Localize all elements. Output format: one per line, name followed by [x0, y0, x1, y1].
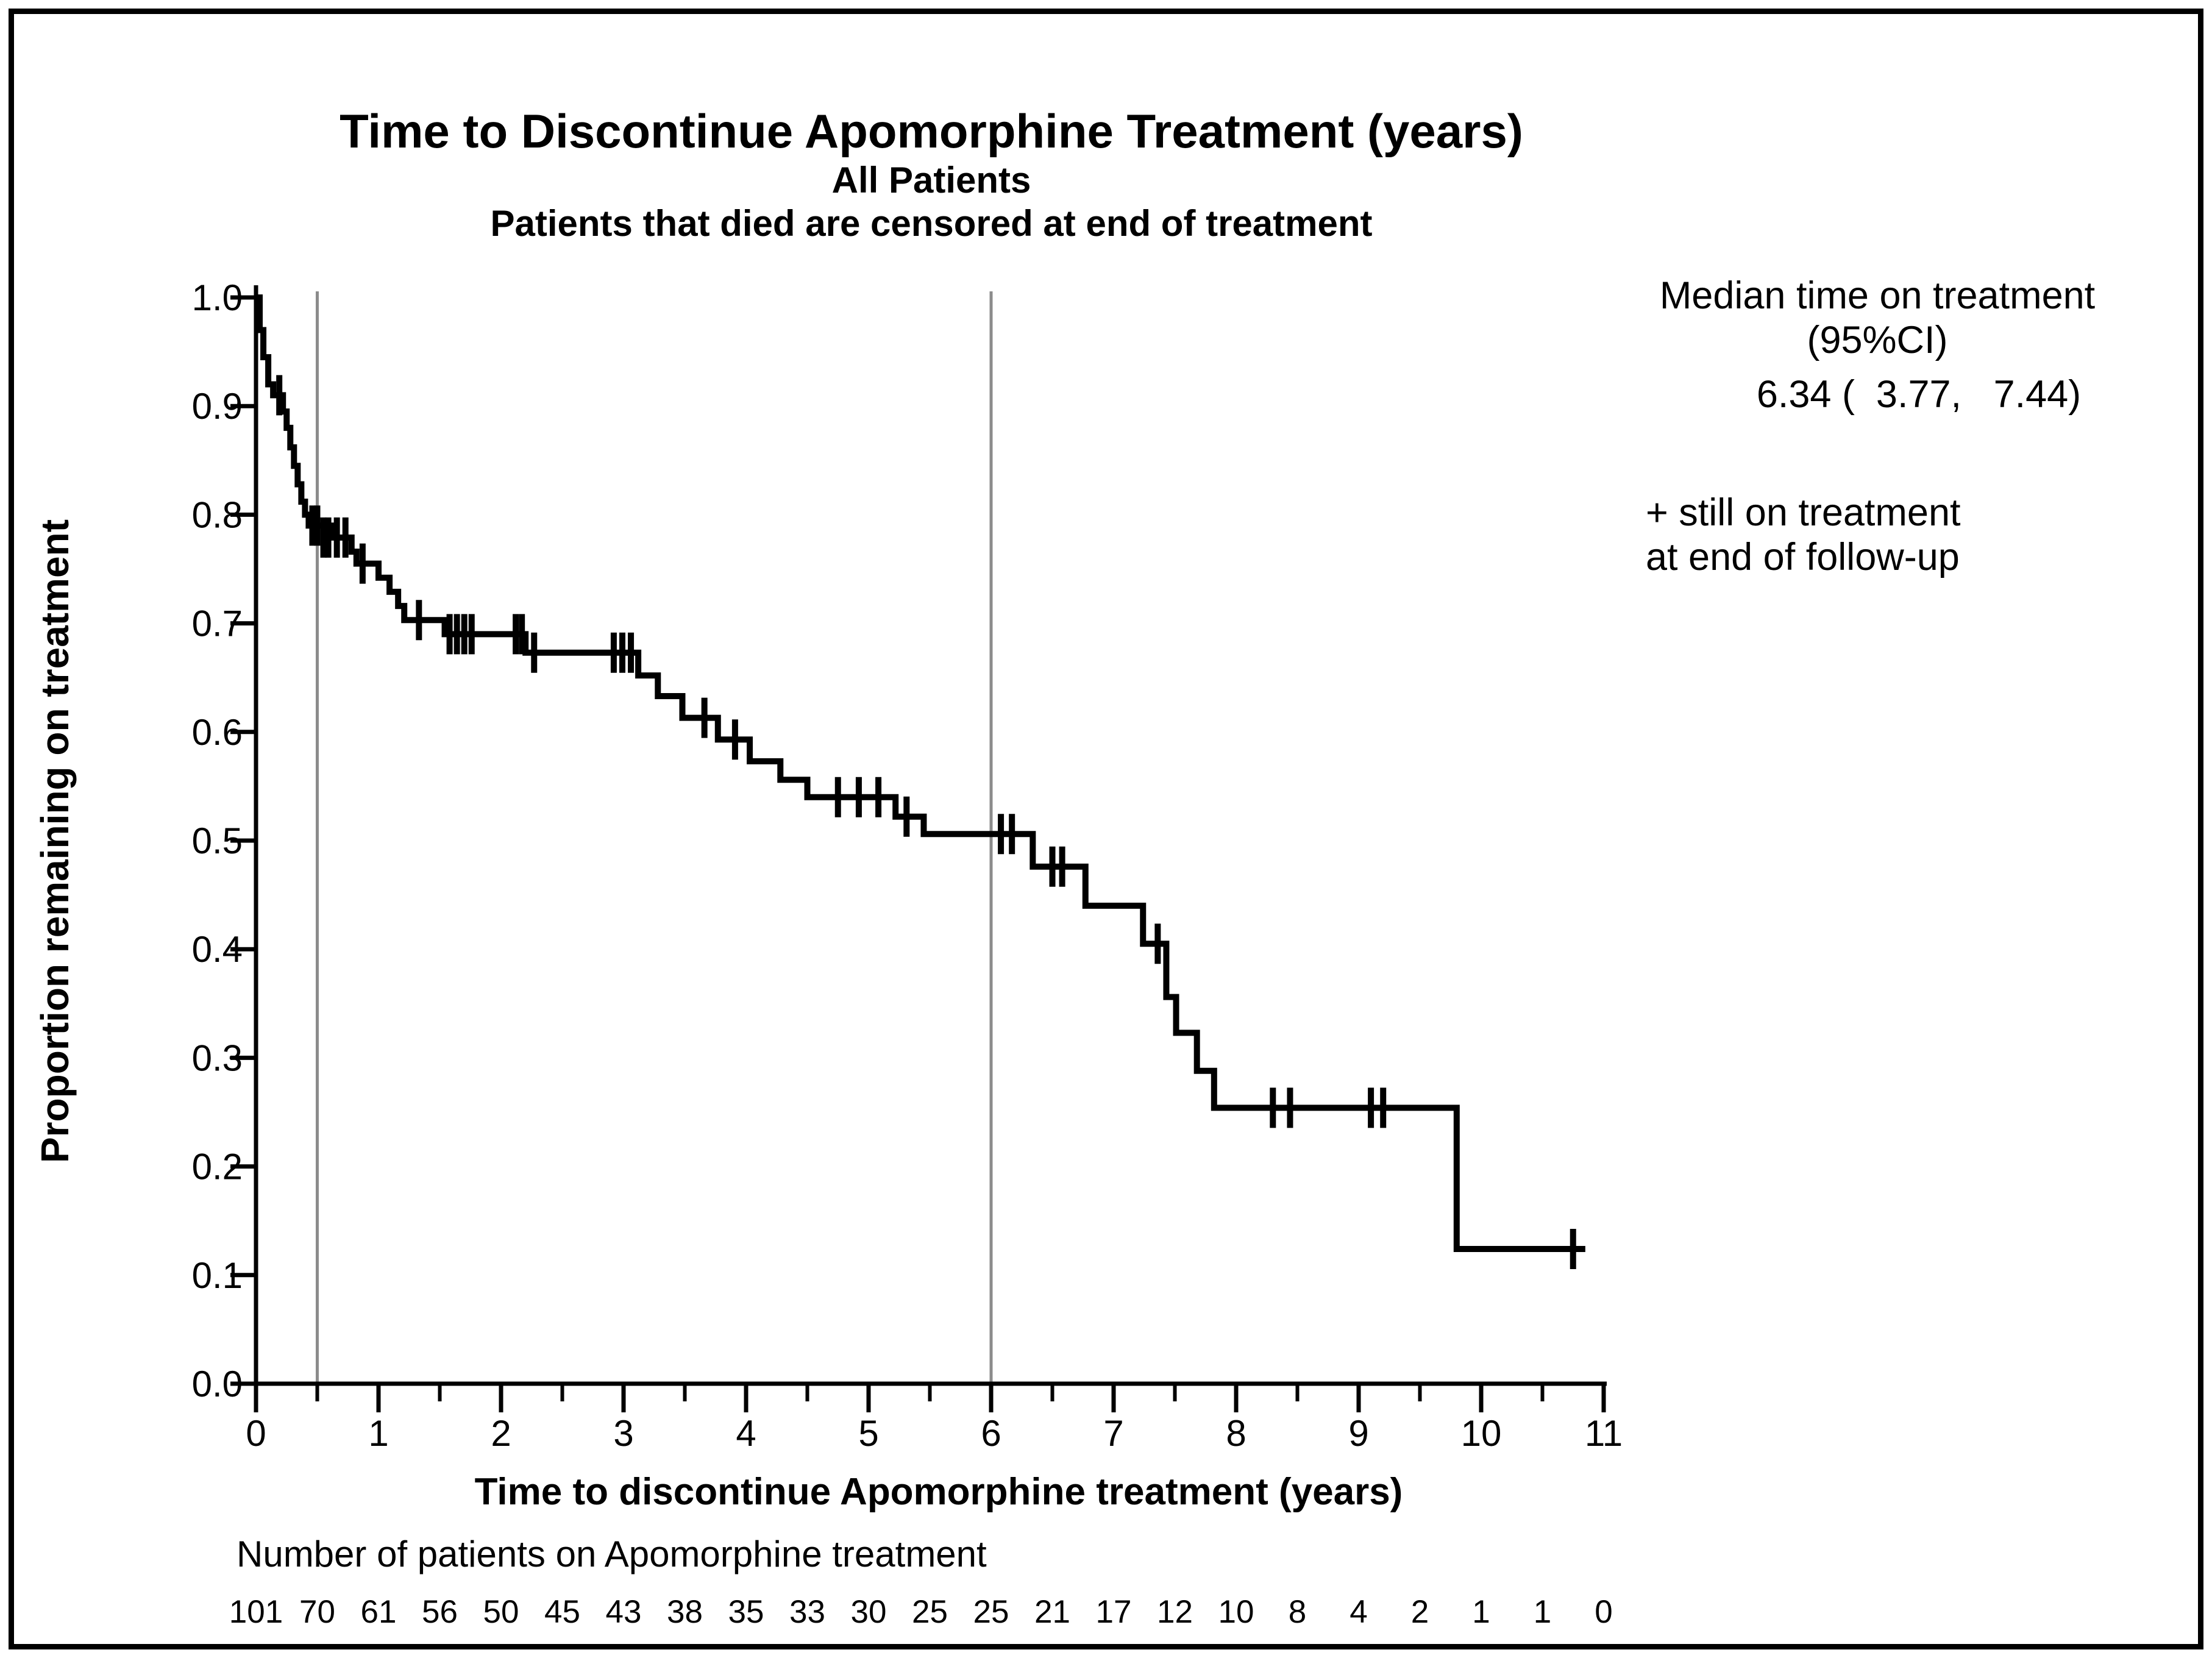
at-risk-count-6: 25	[973, 1594, 1009, 1630]
y-tick-label-0.3: 0.3	[192, 1037, 243, 1078]
at-risk-count-3: 43	[606, 1594, 642, 1630]
axis-tick-labels: 1.0 0.9 0.8 0.7 0.6 0.5 0.4 0.3 0.2 0.1 0.00 1 2 3 4 5 6…	[192, 277, 1623, 1454]
censor-legend-line1: + still on treatment	[1646, 491, 1961, 534]
at-risk-count-8: 10	[1218, 1594, 1254, 1630]
at-risk-count-3.5: 38	[667, 1594, 703, 1630]
at-risk-count-7: 17	[1096, 1594, 1132, 1630]
at-risk-count-5.5: 25	[912, 1594, 948, 1630]
x-tick-label-3: 3	[613, 1413, 633, 1454]
at-risk-count-10.5: 1	[1534, 1594, 1551, 1630]
at-risk-count-1: 61	[361, 1594, 397, 1630]
x-tick-label-11: 11	[1585, 1413, 1623, 1454]
at-risk-row: 101 70 61 56 50 45 43 38 35 33 30 25 25 21 17 12 10 8 4 2 1 1…	[229, 1594, 1613, 1630]
at-risk-count-6.5: 21	[1034, 1594, 1070, 1630]
y-tick-label-0.5: 0.5	[192, 820, 243, 861]
at-risk-count-5: 30	[851, 1594, 887, 1630]
median-annotation-line1: Median time on treatment	[1660, 274, 2096, 317]
x-tick-label-10: 10	[1461, 1413, 1502, 1454]
x-tick-label-1: 1	[368, 1413, 388, 1454]
y-tick-label-0.0: 0.0	[192, 1364, 243, 1404]
km-curve	[256, 294, 1585, 1253]
at-risk-count-0: 101	[229, 1594, 283, 1630]
chart-title: Time to Discontinue Apomorphine Treatmen…	[340, 104, 1523, 158]
y-tick-label-0.8: 0.8	[192, 494, 243, 535]
x-axis-label: Time to discontinue Apomorphine treatmen…	[475, 1471, 1403, 1513]
at-risk-count-8.5: 8	[1289, 1594, 1306, 1630]
y-axis-label: Proportion remaining on treatment	[33, 519, 77, 1163]
x-tick-label-2: 2	[491, 1413, 511, 1454]
at-risk-count-7.5: 12	[1157, 1594, 1193, 1630]
at-risk-count-9.5: 2	[1411, 1594, 1429, 1630]
x-tick-label-7: 7	[1103, 1413, 1123, 1454]
x-tick-label-5: 5	[858, 1413, 878, 1454]
at-risk-count-0.5: 70	[299, 1594, 335, 1630]
x-tick-label-9: 9	[1348, 1413, 1368, 1454]
median-annotation-line2: (95%CI)	[1807, 319, 1947, 361]
median-annotation-value: 6.34 ( 3.77, 7.44)	[1757, 373, 2081, 416]
chart-border-frame	[9, 9, 2203, 1649]
axis-ticks	[230, 295, 1606, 1412]
x-tick-label-0: 0	[246, 1413, 266, 1454]
at-risk-count-1.5: 56	[422, 1594, 458, 1630]
reference-lines	[316, 291, 993, 1382]
at-risk-count-4: 35	[728, 1594, 764, 1630]
x-tick-label-6: 6	[981, 1413, 1001, 1454]
censor-legend-line2: at end of follow-up	[1646, 536, 1960, 578]
at-risk-table-label: Number of patients on Apomorphine treatm…	[236, 1534, 987, 1574]
at-risk-count-11: 0	[1595, 1594, 1612, 1630]
y-tick-label-1.0: 1.0	[192, 277, 243, 318]
at-risk-count-9: 4	[1350, 1594, 1367, 1630]
chart-subtitle-population: All Patients	[832, 160, 1031, 201]
y-tick-label-0.9: 0.9	[192, 386, 243, 427]
chart-subtitle-censoring-note: Patients that died are censored at end o…	[490, 203, 1372, 244]
at-risk-count-10: 1	[1472, 1594, 1490, 1630]
at-risk-count-2.5: 45	[544, 1594, 580, 1630]
survival-curve-path	[256, 294, 1585, 1253]
y-tick-label-0.1: 0.1	[192, 1255, 243, 1296]
x-tick-label-4: 4	[736, 1413, 756, 1454]
y-tick-label-0.7: 0.7	[192, 603, 243, 644]
y-tick-label-0.2: 0.2	[192, 1147, 243, 1187]
x-tick-label-8: 8	[1226, 1413, 1246, 1454]
at-risk-count-2: 50	[483, 1594, 519, 1630]
at-risk-count-4.5: 33	[789, 1594, 825, 1630]
y-tick-label-0.4: 0.4	[192, 929, 243, 970]
y-tick-label-0.6: 0.6	[192, 712, 243, 753]
censor-marks	[276, 375, 1576, 1270]
